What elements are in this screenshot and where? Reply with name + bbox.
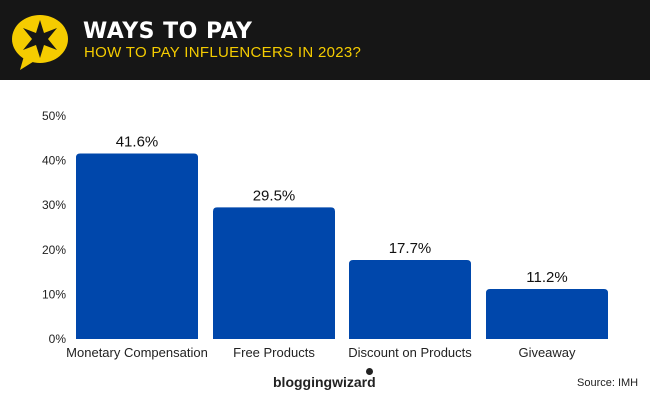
header: WAYS TO PAY HOW TO PAY INFLUENCERS IN 20…	[0, 0, 650, 80]
chart-title: WAYS TO PAY	[83, 19, 253, 44]
speech-bubble-star-icon	[12, 15, 68, 70]
data-label: 11.2%	[526, 269, 567, 286]
data-label: 41.6%	[116, 133, 159, 150]
brand-logo: bloggingwizard	[273, 374, 376, 390]
bar	[76, 153, 198, 339]
y-tick-label: 0%	[49, 332, 67, 346]
x-tick-label: Monetary Compensation	[66, 345, 208, 360]
x-tick-label: Discount on Products	[348, 345, 472, 360]
source-note: Source: IMH	[577, 377, 639, 389]
y-tick-label: 20%	[42, 243, 66, 257]
bar	[349, 260, 471, 339]
data-label: 17.7%	[389, 240, 432, 257]
data-label: 29.5%	[253, 187, 296, 204]
bar	[486, 289, 608, 339]
brand-logo-dot-icon	[366, 368, 373, 375]
y-tick-label: 40%	[42, 154, 66, 168]
y-tick-label: 10%	[42, 287, 66, 301]
bar-chart: 0% 10% 20% 30% 40% 50% 41.6% Monetary Compensat…	[42, 109, 608, 360]
chart-subtitle: HOW TO PAY INFLUENCERS IN 2023?	[84, 44, 362, 61]
bar	[213, 207, 335, 339]
y-tick-label: 50%	[42, 109, 66, 123]
x-tick-label: Free Products	[233, 345, 315, 360]
y-tick-label: 30%	[42, 198, 66, 212]
x-tick-label: Giveaway	[518, 345, 576, 360]
